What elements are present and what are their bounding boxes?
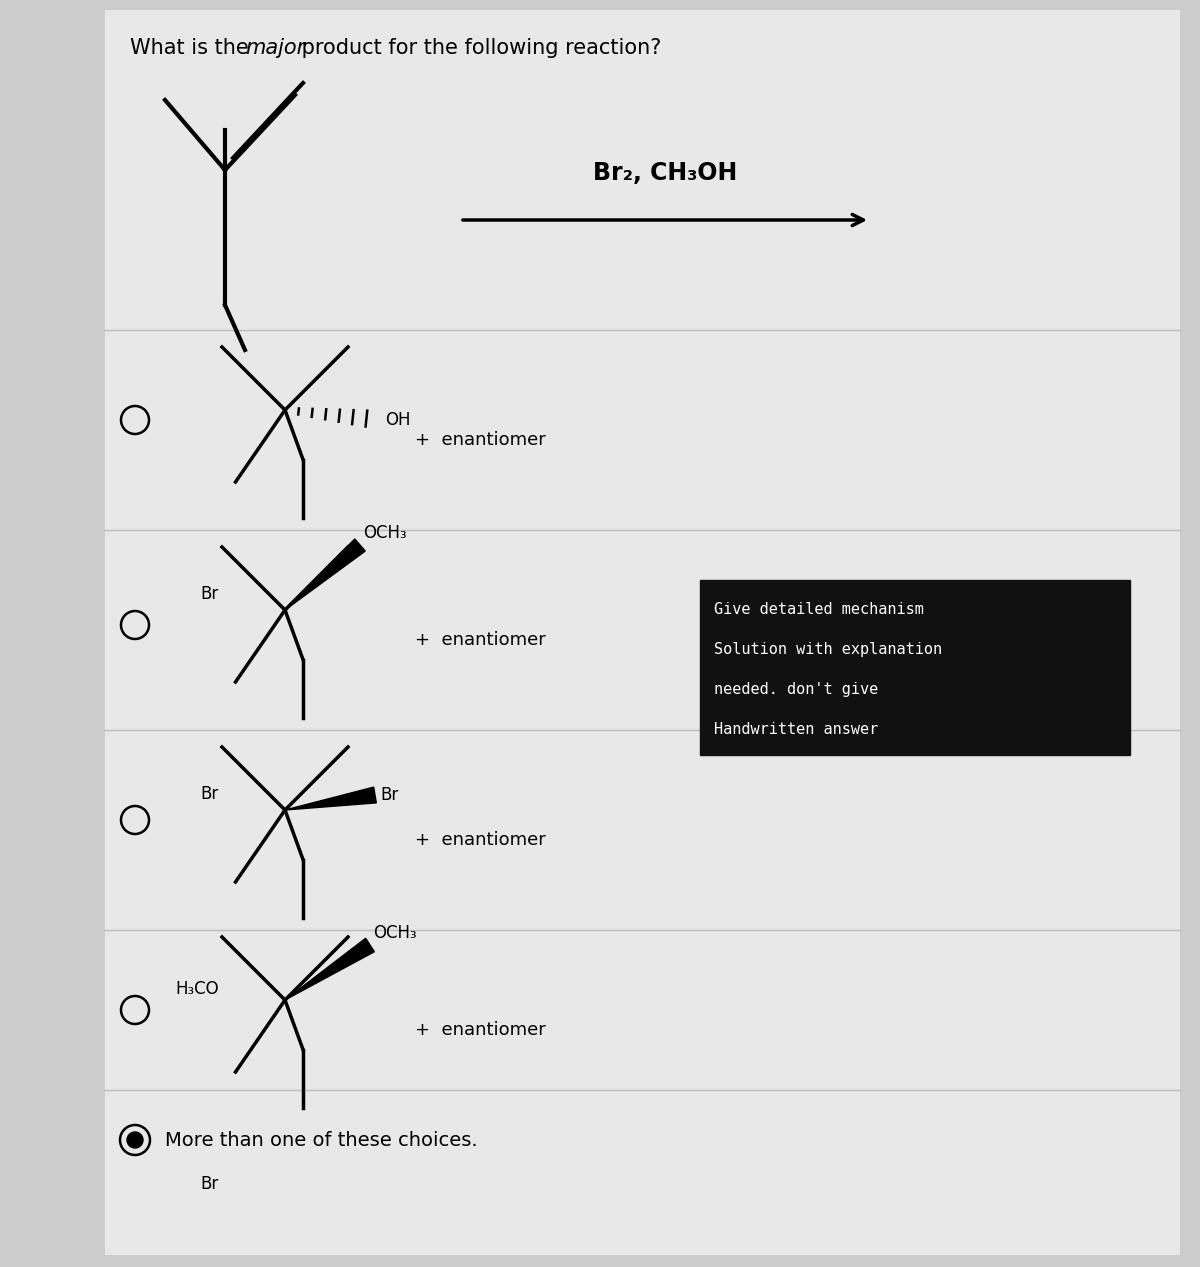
Text: Br: Br	[200, 786, 218, 803]
Bar	[106, 10, 1180, 1256]
Text: Br: Br	[200, 585, 218, 603]
Text: Solution with explanation: Solution with explanation	[714, 642, 942, 658]
Text: major: major	[245, 38, 305, 58]
Text: OH: OH	[385, 411, 410, 430]
Text: +  enantiomer: + enantiomer	[415, 831, 546, 849]
Text: Br: Br	[200, 1175, 218, 1194]
Text: Br₂, CH₃OH: Br₂, CH₃OH	[593, 161, 737, 185]
Text: product for the following reaction?: product for the following reaction?	[295, 38, 661, 58]
Polygon shape	[286, 538, 365, 609]
Text: +  enantiomer: + enantiomer	[415, 431, 546, 449]
Polygon shape	[286, 787, 377, 810]
Text: OCH₃: OCH₃	[373, 924, 416, 941]
Polygon shape	[286, 939, 374, 1000]
Text: OCH₃: OCH₃	[364, 525, 407, 542]
Bar	[700, 580, 1130, 755]
Text: What is the: What is the	[130, 38, 256, 58]
Text: Give detailed mechanism: Give detailed mechanism	[714, 602, 924, 617]
Text: H₃CO: H₃CO	[175, 979, 218, 998]
Text: +  enantiomer: + enantiomer	[415, 631, 546, 649]
Text: Br: Br	[380, 786, 398, 805]
Text: Handwritten answer: Handwritten answer	[714, 722, 878, 737]
Text: +  enantiomer: + enantiomer	[415, 1021, 546, 1039]
Text: needed. don't give: needed. don't give	[714, 682, 878, 697]
Circle shape	[127, 1131, 143, 1148]
Text: More than one of these choices.: More than one of these choices.	[166, 1130, 478, 1149]
